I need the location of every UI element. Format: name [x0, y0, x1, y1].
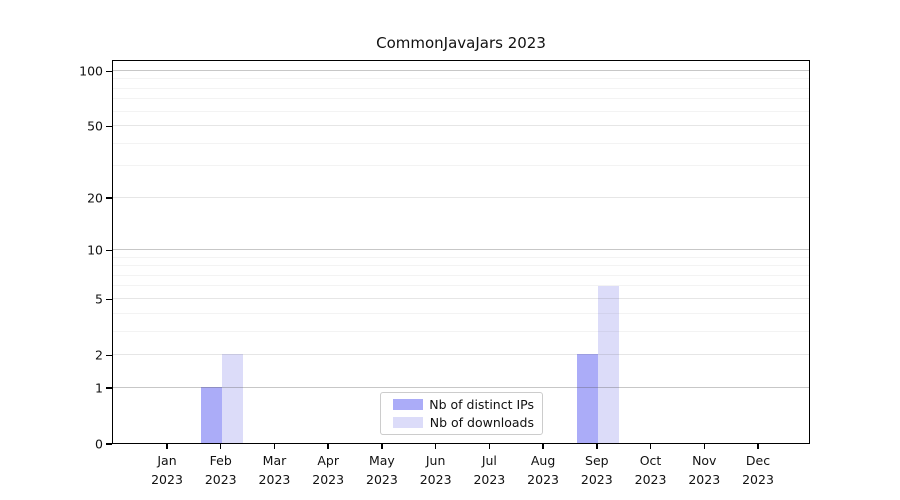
x-tick-label-sep: Sep 2023 — [580, 453, 613, 487]
x-tick-mark-jan — [166, 444, 168, 449]
x-tick-mark-jun — [434, 444, 437, 449]
x-tick-mark-feb — [219, 444, 222, 449]
x-tick-label-oct: Oct 2023 — [634, 453, 667, 487]
x-tick-mark-may — [381, 444, 383, 449]
gridline-y-50 — [113, 124, 809, 126]
gridline-y-9 — [113, 256, 809, 258]
bar-downloads-feb — [221, 354, 243, 443]
y-tick-mark-100 — [106, 70, 112, 73]
y-tick-label-2: 2 — [95, 347, 103, 363]
x-tick-label-dec: Dec 2023 — [742, 453, 774, 487]
x-tick-label-nov: Nov 2023 — [688, 453, 721, 487]
gridline-y-90 — [113, 78, 809, 80]
gridline-y-4 — [113, 312, 809, 314]
gridline-y-40 — [113, 142, 809, 144]
y-tick-mark-10 — [106, 249, 112, 252]
y-tick-label-50: 50 — [87, 118, 103, 134]
gridline-y-5 — [113, 297, 809, 299]
y-tick-label-20: 20 — [87, 190, 103, 206]
plot-area: Nb of distinct IPs Nb of downloads — [112, 60, 810, 444]
x-tick-label-jul: Jul 2023 — [473, 453, 506, 487]
legend: Nb of distinct IPs Nb of downloads — [380, 392, 543, 435]
y-tick-label-0: 0 — [95, 436, 103, 452]
y-tick-label-5: 5 — [95, 291, 103, 307]
y-tick-label-1: 1 — [95, 380, 103, 396]
legend-item-downloads: Nb of downloads — [389, 415, 534, 430]
x-tick-mark-nov — [703, 444, 706, 449]
y-tick-label-10: 10 — [87, 242, 103, 258]
x-tick-label-mar: Mar 2023 — [258, 453, 291, 487]
x-tick-label-aug: Aug 2023 — [527, 453, 559, 487]
x-tick-label-jun: Jun 2023 — [419, 453, 452, 487]
x-tick-mark-apr — [327, 444, 329, 449]
gridline-y-1 — [113, 386, 809, 388]
x-tick-mark-oct — [649, 444, 652, 449]
x-tick-label-may: May 2023 — [366, 453, 398, 487]
legend-item-distinct-ips: Nb of distinct IPs — [389, 397, 534, 412]
gridline-y-20 — [113, 196, 809, 198]
gridline-y-7 — [113, 274, 809, 276]
gridline-y-3 — [113, 330, 809, 332]
x-tick-label-jan: Jan 2023 — [151, 453, 183, 487]
legend-label: Nb of downloads — [429, 415, 534, 430]
x-tick-mark-aug — [542, 444, 544, 449]
downloads-swatch — [393, 417, 423, 428]
y-tick-label-100: 100 — [79, 63, 103, 79]
y-tick-mark-0 — [106, 443, 112, 445]
distinct-ips-swatch — [393, 399, 423, 410]
chart-title: CommonJavaJars 2023 — [376, 34, 546, 52]
y-tick-mark-5 — [106, 298, 112, 301]
x-tick-mark-jul — [488, 444, 491, 449]
gridline-y-60 — [113, 110, 809, 112]
gridline-y-2 — [113, 353, 809, 355]
y-tick-mark-2 — [106, 354, 112, 357]
gridline-y-6 — [113, 285, 809, 287]
legend-label: Nb of distinct IPs — [429, 397, 534, 412]
y-tick-mark-20 — [106, 197, 112, 199]
x-tick-mark-dec — [757, 444, 759, 449]
x-tick-label-apr: Apr 2023 — [312, 453, 345, 487]
x-tick-mark-sep — [596, 444, 598, 449]
bar-distinct-ips-feb — [200, 387, 222, 443]
gridline-y-80 — [113, 87, 809, 89]
gridline-y-30 — [113, 165, 809, 167]
gridline-y-100 — [113, 69, 809, 71]
x-tick-mark-mar — [273, 444, 276, 449]
y-tick-mark-1 — [106, 387, 112, 389]
gridline-y-70 — [113, 98, 809, 100]
gridline-y-8 — [113, 265, 809, 267]
x-tick-label-feb: Feb 2023 — [204, 453, 237, 487]
y-tick-mark-50 — [106, 125, 112, 128]
bar-downloads-sep — [597, 285, 619, 443]
gridline-y-10 — [113, 248, 809, 250]
bar-distinct-ips-sep — [576, 354, 598, 443]
